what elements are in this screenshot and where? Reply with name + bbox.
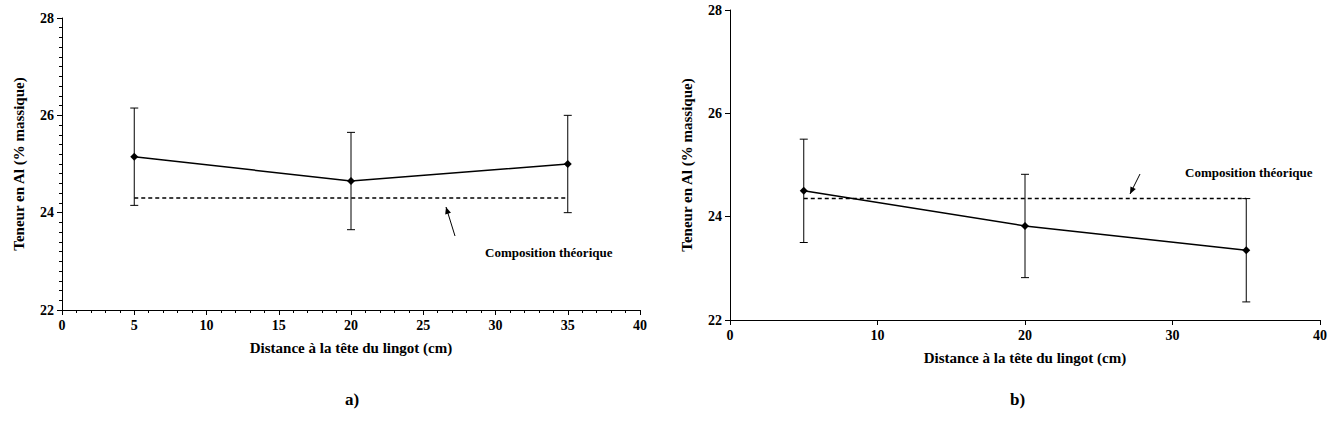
svg-text:22: 22 [708, 313, 722, 328]
svg-text:20: 20 [344, 318, 358, 333]
svg-text:Distance à la tête du lingot (: Distance à la tête du lingot (cm) [250, 340, 452, 357]
svg-text:Composition théorique: Composition théorique [1185, 165, 1313, 180]
svg-text:15: 15 [272, 318, 286, 333]
svg-text:25: 25 [416, 318, 430, 333]
svg-text:0: 0 [59, 318, 66, 333]
svg-text:b): b) [1010, 390, 1025, 409]
svg-text:Composition théorique: Composition théorique [485, 245, 613, 260]
svg-text:Teneur en Al (% massique): Teneur en Al (% massique) [11, 77, 28, 250]
svg-text:a): a) [345, 390, 359, 409]
svg-text:24: 24 [708, 209, 722, 224]
svg-text:Distance à la tête du lingot (: Distance à la tête du lingot (cm) [924, 350, 1126, 367]
svg-text:5: 5 [131, 318, 138, 333]
svg-text:Teneur en Al (% massique): Teneur en Al (% massique) [679, 78, 696, 251]
svg-text:28: 28 [708, 3, 722, 18]
svg-text:0: 0 [727, 328, 734, 343]
svg-text:24: 24 [40, 205, 54, 220]
svg-text:30: 30 [1166, 328, 1180, 343]
svg-text:22: 22 [40, 303, 54, 318]
svg-text:20: 20 [1018, 328, 1032, 343]
svg-text:35: 35 [561, 318, 575, 333]
svg-text:40: 40 [1313, 328, 1327, 343]
svg-text:30: 30 [489, 318, 503, 333]
svg-text:10: 10 [871, 328, 885, 343]
svg-text:26: 26 [40, 108, 54, 123]
svg-text:40: 40 [633, 318, 647, 333]
svg-text:28: 28 [40, 11, 54, 26]
svg-text:26: 26 [708, 106, 722, 121]
svg-text:10: 10 [200, 318, 214, 333]
